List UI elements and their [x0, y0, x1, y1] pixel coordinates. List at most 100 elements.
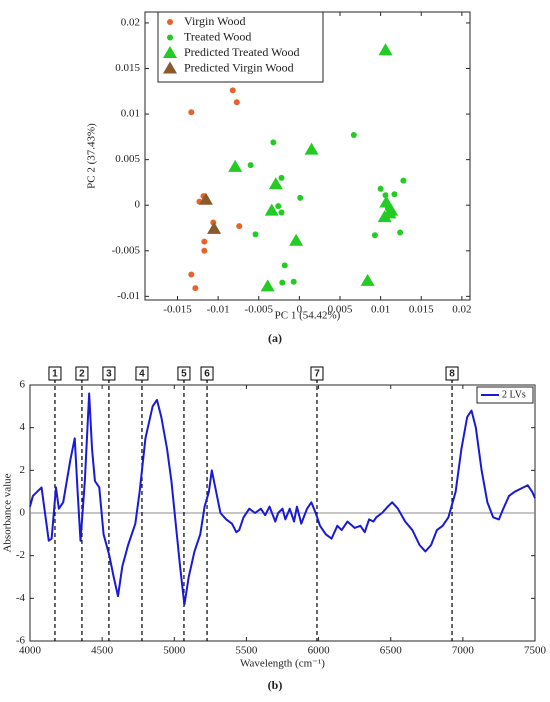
x-tick-label: 6500 [380, 645, 403, 657]
y-axis-label: Absorbance value [2, 473, 14, 552]
point [290, 278, 297, 285]
y-tick-label: 6 [20, 379, 26, 391]
x-tick-label: 7000 [452, 645, 475, 657]
point [281, 262, 288, 269]
legend-marker [167, 19, 173, 25]
triangle-point [304, 142, 319, 155]
point [377, 185, 384, 192]
point [201, 247, 208, 254]
triangle-point [384, 203, 399, 216]
y-tick-label: 0.015 [115, 62, 140, 74]
annotation-label: 2 [79, 369, 85, 380]
triangle-point [360, 273, 375, 286]
y-tick-label: 0 [20, 507, 26, 519]
point [252, 231, 259, 238]
x-tick-label: 0.015 [409, 304, 434, 316]
point [391, 191, 398, 198]
point [397, 229, 404, 236]
triangle-point [289, 233, 304, 246]
y-tick-label: -0.01 [117, 290, 140, 302]
annotation-label: 6 [204, 369, 210, 380]
x-tick-label: 0 [297, 304, 303, 316]
legend-label: Virgin Wood [184, 14, 246, 28]
annotation-label: 4 [139, 369, 145, 380]
x-tick-label: 0.01 [371, 304, 390, 316]
x-tick-label: 0.02 [452, 304, 471, 316]
line-series [29, 392, 536, 606]
point [371, 232, 378, 239]
point [233, 99, 240, 106]
legend-label: Treated Wood [184, 29, 251, 43]
x-tick-label: -0.01 [207, 304, 230, 316]
legend-marker [163, 61, 177, 74]
point [278, 174, 285, 181]
legend-box [476, 386, 534, 404]
y-axis-label: PC 2 (37.43%) [86, 123, 98, 189]
annotation-label: 3 [106, 369, 112, 380]
caption: (a) [268, 331, 282, 345]
x-tick-label: 4000 [19, 645, 42, 657]
annotation-label: 5 [181, 369, 187, 380]
y-tick-label: -2 [16, 549, 25, 561]
legend-box [157, 11, 324, 83]
caption: (b) [268, 678, 283, 692]
point [275, 203, 282, 210]
y-tick-label: 4 [20, 421, 26, 433]
point [201, 238, 208, 245]
point [278, 209, 285, 216]
x-tick-label: 5500 [235, 645, 258, 657]
x-tick-label: 4500 [91, 645, 114, 657]
triangle-point [260, 279, 275, 292]
point [279, 279, 286, 286]
y-tick-label: 0.02 [121, 16, 140, 28]
y-tick-label: -6 [16, 635, 26, 647]
x-tick-label: 5000 [163, 645, 186, 657]
triangle-point [379, 195, 394, 208]
triangle-point [198, 192, 213, 205]
y-tick-label: 2 [20, 464, 26, 476]
legend-label: Predicted Virgin Wood [184, 60, 294, 74]
x-axis-label: PC 1 (54.42%) [275, 310, 341, 322]
y-tick-label: 0.01 [121, 108, 140, 120]
legend-marker [163, 46, 177, 58]
annotation-box [445, 366, 459, 381]
point [247, 162, 254, 169]
y-tick-label: 0 [135, 199, 141, 211]
x-axis-label: Wavelength (cm⁻¹) [240, 658, 325, 670]
annotation-box [177, 366, 191, 381]
point [236, 223, 243, 230]
point [192, 285, 199, 292]
legend-marker [167, 34, 173, 41]
annotation-box [48, 366, 62, 381]
point [188, 271, 195, 278]
annotation-box [102, 366, 116, 381]
annotation-label: 8 [449, 369, 455, 380]
triangle-point [377, 210, 392, 223]
triangle-point [207, 221, 222, 234]
x-tick-label: 7500 [524, 645, 547, 657]
point [350, 132, 357, 139]
point [270, 139, 277, 146]
triangle-point [264, 203, 279, 216]
point [188, 109, 195, 116]
triangle-point [268, 177, 283, 190]
point [297, 194, 304, 201]
annotation-box [200, 366, 214, 381]
annotation-box [75, 366, 89, 381]
annotation-box [135, 366, 149, 381]
point [229, 87, 236, 94]
point [400, 177, 407, 184]
y-tick-label: -0.005 [112, 244, 141, 256]
y-tick-label: 0.005 [115, 153, 140, 165]
triangle-point [228, 159, 243, 172]
annotation-label: 7 [314, 369, 320, 380]
legend-label: 2 LVs [502, 389, 526, 400]
triangle-point [378, 43, 393, 56]
x-tick-label: -0.015 [163, 304, 192, 316]
annotation-label: 1 [52, 369, 58, 380]
legend-label: Predicted Treated Wood [184, 45, 299, 59]
x-tick-label: -0.005 [245, 304, 274, 316]
x-tick-label: 6000 [308, 645, 331, 657]
